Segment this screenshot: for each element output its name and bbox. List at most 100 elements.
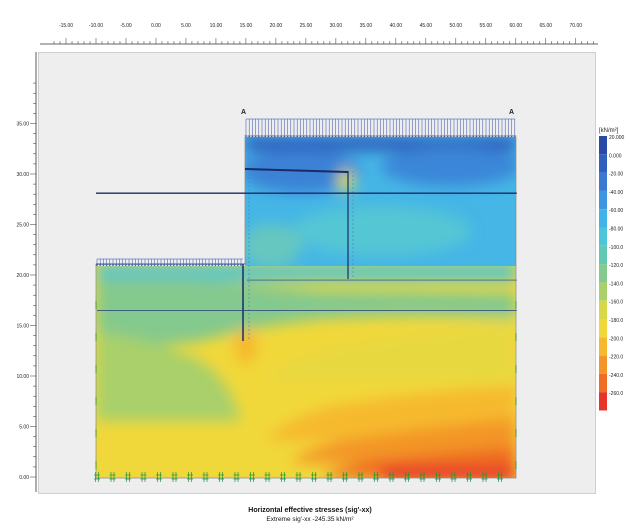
fixity-marker: [342, 472, 348, 482]
vertical-ruler-tick-label: 20.00: [16, 273, 29, 279]
load-arrow-head: [503, 134, 507, 138]
load-arrow-head: [423, 134, 427, 138]
ruler-tick-label: -10.00: [89, 23, 103, 29]
load-arrow-head: [210, 263, 214, 267]
ruler-tick-label: 35.00: [360, 23, 373, 29]
load-arrow-head: [330, 134, 334, 138]
load-arrow-head: [197, 263, 201, 267]
load-arrow-head: [194, 263, 198, 267]
load-arrow-head: [433, 134, 437, 138]
load-arrow-head: [124, 263, 128, 267]
vertical-ruler-tick-label: 5.00: [19, 425, 29, 431]
load-arrow-head: [191, 263, 195, 267]
load-arrow-head: [146, 263, 150, 267]
load-arrow-head: [455, 134, 459, 138]
legend-label: -20.00: [609, 172, 623, 178]
load-arrow-head: [337, 134, 341, 138]
legend-label: -260.0: [609, 391, 623, 397]
load-arrow-head: [260, 134, 264, 138]
legend-label: -220.0: [609, 355, 623, 361]
load-arrow-head: [292, 134, 296, 138]
fixity-marker: [171, 472, 178, 482]
fixity-marker: [295, 472, 302, 482]
fixity-marker: [311, 472, 317, 482]
legend-label: 0.000: [609, 153, 622, 159]
load-arrow-head: [169, 263, 173, 267]
load-arrow-head: [394, 134, 398, 138]
load-arrow-head: [465, 134, 469, 138]
fixity-marker: [388, 472, 395, 482]
load-arrow-head: [165, 263, 169, 267]
load-arrow-head: [101, 263, 105, 267]
load-arrow-head: [484, 134, 488, 138]
ruler-tick-label: 5.00: [181, 23, 191, 29]
legend-label: 20.000: [609, 135, 625, 141]
load-arrow-head: [188, 263, 192, 267]
load-arrow-head: [298, 134, 302, 138]
load-arrow-head: [254, 134, 258, 138]
vertical-ruler-svg: 35.00 30.00 25.00 20.00 15.00 10.00 5.00 0.00: [16, 52, 37, 492]
load-arrow-head: [159, 263, 163, 267]
ruler-tick-label: 50.00: [450, 23, 463, 29]
vertical-ruler: 35.00 30.00 25.00 20.00 15.00 10.00 5.00 0.00: [0, 52, 40, 492]
legend-label: -160.0: [609, 300, 623, 306]
vertical-ruler-tick-label: 10.00: [16, 374, 29, 380]
fixity-marker: [497, 472, 503, 482]
legend-label: -80.00: [609, 227, 623, 233]
section-label-left: A: [241, 109, 246, 116]
fixity-marker: [156, 472, 162, 482]
load-arrow-head: [266, 134, 270, 138]
fixity-marker: [202, 472, 209, 482]
ruler-tick-label: 0.00: [151, 23, 161, 29]
fixity-marker: [357, 472, 364, 482]
load-arrow-head: [223, 263, 227, 267]
fixity-marker: [419, 472, 426, 482]
ruler-tick-label: 30.00: [330, 23, 343, 29]
ruler-tick-label: 60.00: [510, 23, 523, 29]
ruler-tick-label: 65.00: [540, 23, 553, 29]
fixity-marker: [187, 472, 193, 482]
load-arrow-head: [388, 134, 392, 138]
load-arrow-head: [404, 134, 408, 138]
load-arrow-head: [401, 134, 405, 138]
load-arrow-head: [201, 263, 205, 267]
legend-label: -140.0: [609, 281, 623, 287]
bottom-fixities: [94, 301, 517, 482]
lower-region-contours: [96, 266, 516, 478]
legend-label: -180.0: [609, 318, 623, 324]
load-arrow-head: [318, 134, 322, 138]
vertical-ruler-tick-label: 35.00: [16, 122, 29, 128]
load-arrow-head: [185, 263, 189, 267]
legend-swatch: [599, 300, 607, 319]
load-arrow-head: [350, 134, 354, 138]
model-plot[interactable]: A A: [39, 53, 595, 493]
load-arrow-head: [452, 134, 456, 138]
fixity-marker: [125, 472, 131, 482]
legend-swatch: [599, 355, 607, 374]
legend-swatch: [599, 264, 607, 283]
load-arrow-head: [302, 134, 306, 138]
load-arrow-head: [276, 134, 280, 138]
load-arrow-head: [327, 134, 331, 138]
load-arrow-head: [359, 134, 363, 138]
legend-swatch: [599, 172, 607, 191]
load-arrow-head: [289, 134, 293, 138]
drawing-canvas[interactable]: A A: [38, 52, 596, 494]
load-arrow-head: [213, 263, 217, 267]
load-arrow-head: [105, 263, 109, 267]
load-arrow-head: [250, 134, 254, 138]
legend-swatch: [599, 154, 607, 173]
vertical-ruler-minor-ticks: [30, 82, 36, 478]
legend-label: -60.00: [609, 208, 623, 214]
legend-swatch: [599, 282, 607, 301]
load-arrow-head: [340, 134, 344, 138]
load-arrow-head: [226, 263, 230, 267]
load-arrow-head: [324, 134, 328, 138]
load-arrow-head: [181, 263, 185, 267]
load-arrow-head: [430, 134, 434, 138]
load-arrow-head: [220, 263, 224, 267]
legend-swatch: [599, 337, 607, 356]
vertical-ruler-major-ticks: 35.00 30.00 25.00 20.00 15.00 10.00 5.00 0.00: [16, 122, 29, 482]
legend-unit: [kN/m²]: [599, 128, 619, 134]
load-arrow-head: [172, 263, 176, 267]
